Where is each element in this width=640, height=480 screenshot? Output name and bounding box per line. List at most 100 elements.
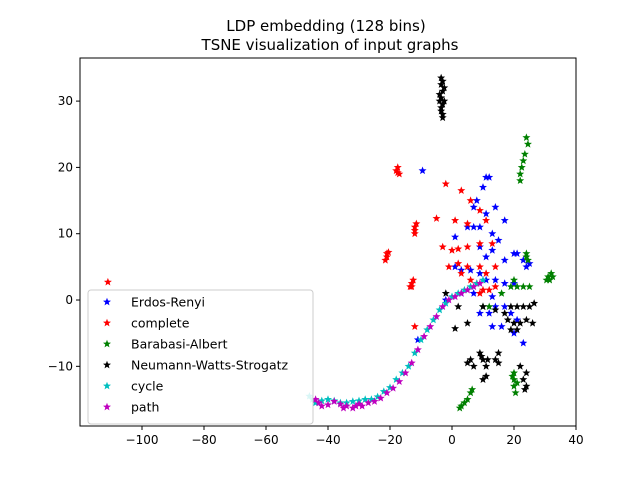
x-tick-label: −60	[253, 433, 278, 447]
data-point	[373, 392, 382, 401]
data-point	[469, 289, 478, 297]
data-point	[519, 256, 528, 264]
legend-marker	[103, 297, 111, 306]
data-point	[395, 169, 404, 178]
data-point	[444, 295, 453, 304]
data-point	[314, 398, 323, 407]
data-point	[477, 352, 486, 360]
data-point	[463, 219, 472, 228]
data-point	[423, 325, 432, 334]
data-point	[475, 239, 484, 248]
legend-label: path	[131, 400, 159, 415]
data-point	[381, 256, 390, 264]
data-point	[510, 382, 518, 390]
data-point	[392, 166, 401, 175]
data-point	[395, 377, 404, 385]
data-point	[500, 302, 509, 311]
x-tick-label: 20	[506, 433, 521, 447]
data-point	[440, 83, 449, 92]
legend-label: cycle	[131, 379, 164, 394]
legend-label: Barabasi-Albert	[131, 337, 228, 352]
data-point	[485, 285, 494, 294]
legend-label: complete	[131, 316, 190, 331]
data-point	[438, 242, 447, 251]
data-point	[438, 100, 447, 108]
data-point	[466, 275, 475, 284]
data-point	[342, 401, 351, 410]
data-point	[497, 322, 506, 330]
data-point	[500, 309, 509, 317]
data-point	[530, 299, 539, 307]
data-point	[522, 315, 531, 324]
data-point	[522, 262, 531, 271]
data-point	[528, 319, 537, 327]
data-point	[522, 368, 531, 377]
data-point	[463, 358, 472, 367]
data-point	[523, 140, 532, 148]
data-point	[339, 403, 348, 412]
legend-marker	[103, 381, 111, 390]
data-point	[438, 77, 447, 85]
data-point	[525, 302, 534, 311]
legend-marker	[103, 402, 111, 411]
data-point	[409, 275, 418, 284]
data-point	[508, 372, 517, 380]
data-point	[437, 73, 446, 82]
data-point	[441, 289, 450, 297]
data-point	[384, 248, 393, 256]
data-point	[475, 269, 484, 277]
data-point	[500, 279, 509, 287]
data-point	[525, 282, 534, 291]
data-point	[479, 285, 487, 294]
x-tick-label: −80	[191, 433, 216, 447]
data-point	[510, 249, 518, 257]
data-point	[475, 242, 484, 251]
data-point	[479, 183, 487, 191]
data-point	[472, 279, 481, 287]
data-point	[376, 393, 385, 402]
data-point	[412, 219, 421, 228]
data-point	[506, 309, 515, 317]
data-point	[500, 256, 509, 264]
data-point	[413, 335, 422, 344]
data-point	[497, 289, 506, 297]
data-point	[542, 275, 551, 284]
data-point	[454, 244, 463, 253]
x-tick-label: −100	[126, 433, 159, 447]
data-point	[455, 403, 464, 412]
chart-title: LDP embedding (128 bins)	[226, 17, 425, 35]
data-point	[336, 399, 345, 408]
data-point	[389, 384, 398, 392]
data-point	[491, 305, 500, 314]
data-point	[440, 96, 449, 105]
data-point	[522, 382, 531, 390]
data-point	[466, 388, 475, 397]
data-point	[435, 90, 444, 98]
data-point	[482, 362, 491, 370]
data-point	[426, 322, 435, 330]
data-point	[454, 259, 463, 267]
data-point	[479, 302, 487, 311]
data-point	[457, 401, 466, 410]
data-point	[479, 355, 487, 364]
data-point	[475, 279, 484, 287]
legend-label: Neumann-Watts-Strogatz	[131, 358, 289, 373]
data-point	[404, 362, 413, 370]
data-point	[519, 302, 528, 311]
data-point	[510, 275, 518, 284]
data-point	[311, 395, 320, 403]
data-point	[451, 232, 460, 241]
data-point	[483, 355, 492, 364]
data-point	[435, 305, 444, 314]
data-point	[475, 262, 484, 271]
data-point	[520, 385, 529, 393]
data-point	[393, 163, 402, 171]
series-neumann-watts-strogatz	[435, 73, 539, 393]
plot-area	[103, 73, 557, 412]
data-point	[469, 282, 478, 291]
data-point	[435, 96, 444, 105]
data-point	[547, 269, 556, 277]
data-point	[523, 256, 532, 264]
data-point	[513, 378, 522, 387]
